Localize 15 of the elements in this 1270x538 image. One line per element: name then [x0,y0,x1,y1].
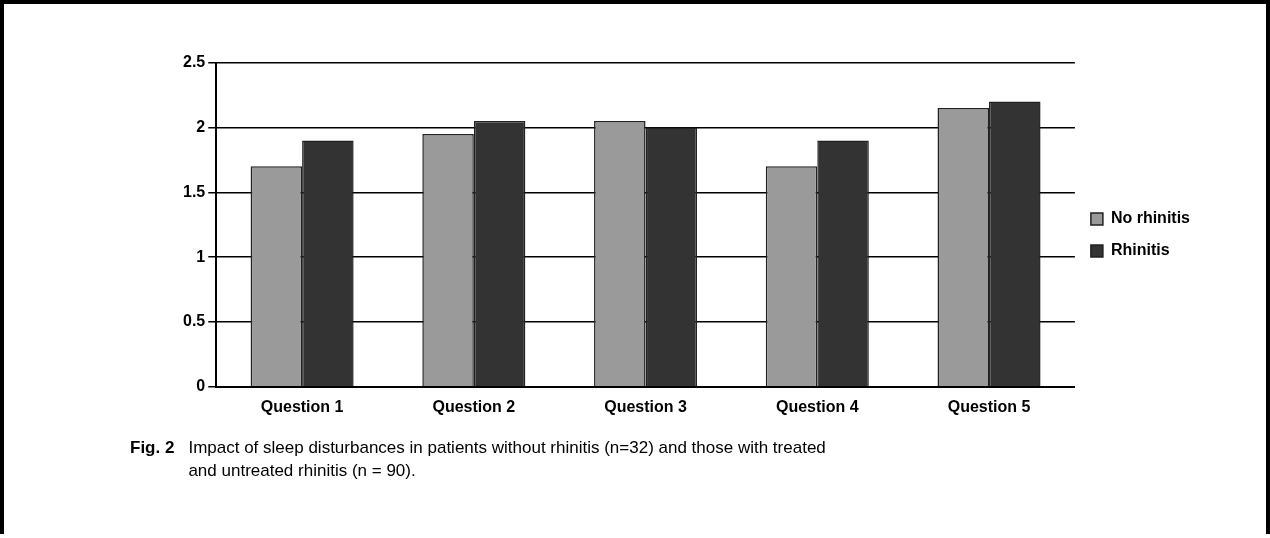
legend-label: No rhinitis [1110,209,1191,227]
text: Impact of sleep disturbances in patients without rhinitis (n=32) and those with treated and untreated rhinitis (n = 90). [188,437,827,482]
y-tick-label: 1.5 [182,182,206,200]
y-tick-label: 2 [196,117,206,135]
y-tick-label: 1 [196,247,206,265]
y-tick-label: 0.5 [182,312,206,330]
y-tick-label: 0 [196,377,206,395]
x-tick-label: Question 3 [604,397,687,415]
y-tick-label: 2.5 [182,53,206,71]
x-tick-label: Question 4 [775,397,859,415]
x-tick-label: Question 5 [947,397,1031,415]
x-tick-label: Question 1 [260,397,344,415]
legend-label: Rhinitis [1110,241,1170,259]
caption: Fig. 2 [130,437,175,459]
x-tick-label: Question 2 [432,397,516,415]
